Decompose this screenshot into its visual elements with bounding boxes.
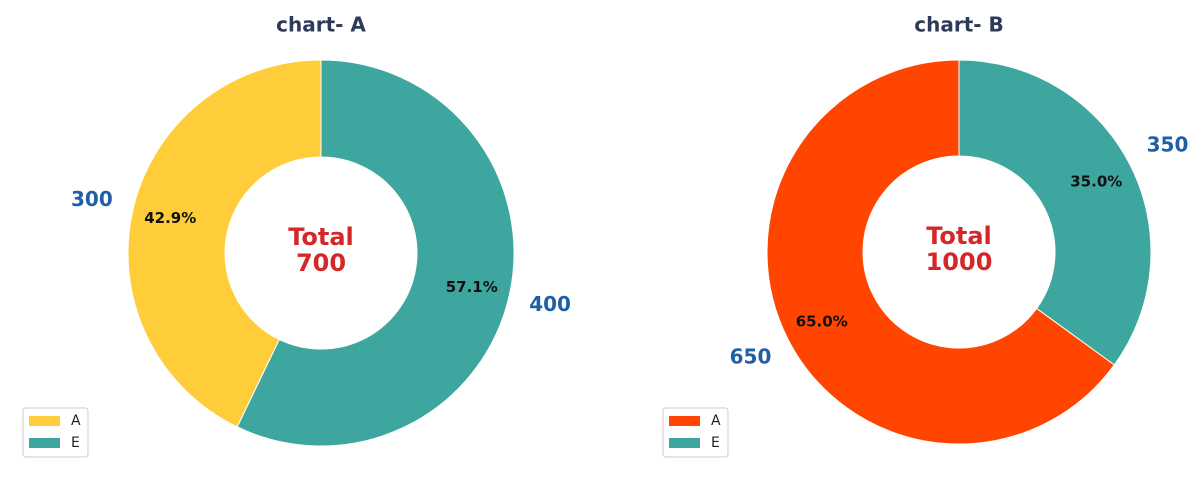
- center-total-value: 700: [296, 249, 346, 277]
- percent-label: 42.9%: [144, 209, 196, 227]
- value-label: 300: [71, 187, 113, 211]
- percent-label: 35.0%: [1070, 173, 1122, 191]
- center-total-label: Total: [926, 222, 992, 250]
- legend: AE: [662, 407, 729, 458]
- legend-label: E: [711, 435, 720, 451]
- percent-label: 65.0%: [796, 312, 848, 330]
- donut-slice-a[interactable]: [766, 59, 1116, 445]
- legend-swatch-e: [29, 438, 60, 448]
- value-label: 400: [529, 292, 571, 316]
- legend-label: A: [711, 413, 721, 429]
- legend-label: A: [71, 413, 81, 429]
- value-label: 350: [1147, 132, 1189, 156]
- donut-slice-e[interactable]: [236, 59, 515, 447]
- value-label: 650: [730, 345, 772, 369]
- legend-swatch-a: [669, 416, 700, 426]
- legend-swatch-e: [669, 438, 700, 448]
- donut-slice-a[interactable]: [127, 59, 322, 428]
- legend: AE: [22, 407, 89, 458]
- chart-title: chart- B: [914, 13, 1004, 37]
- center-total-value: 1000: [926, 248, 993, 276]
- center-total-label: Total: [288, 223, 354, 251]
- legend-swatch-a: [29, 416, 60, 426]
- chart-title: chart- A: [276, 13, 366, 37]
- donut-slice-e[interactable]: [958, 59, 1152, 366]
- legend-label: E: [71, 435, 80, 451]
- percent-label: 57.1%: [446, 278, 498, 296]
